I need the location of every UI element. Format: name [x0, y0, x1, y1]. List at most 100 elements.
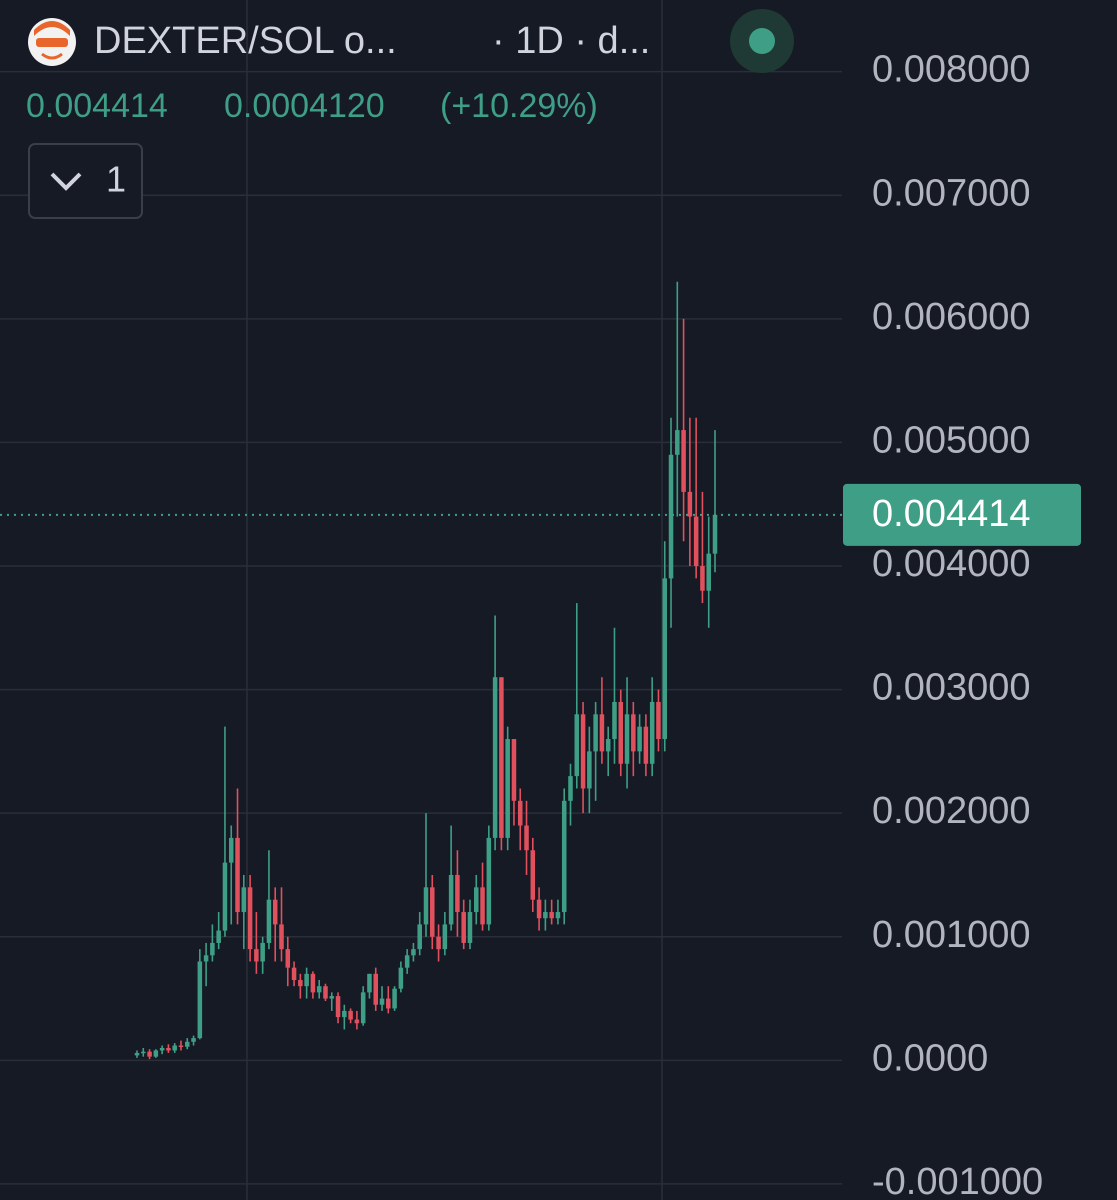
candle-body [172, 1045, 177, 1051]
candle-body [712, 514, 718, 554]
candle-body [298, 980, 303, 987]
candle-body [279, 924, 284, 950]
indicator-count: 1 [106, 159, 126, 200]
candle-body [342, 1010, 347, 1018]
y-tick-label: 0.007000 [872, 172, 1031, 214]
candle-body [467, 912, 473, 943]
candle-body [461, 912, 466, 943]
candle-body [448, 874, 454, 925]
last-price-tag-label: 0.004414 [872, 493, 1031, 535]
candle-body [272, 899, 278, 925]
candle-body [681, 430, 686, 492]
candle-body [228, 837, 234, 863]
y-tick-label: 0.0000 [872, 1037, 988, 1079]
candle-body [411, 949, 416, 956]
candle-body [612, 701, 617, 740]
candle-body [392, 988, 397, 1009]
candle-body [367, 973, 372, 993]
chevron-icon [50, 172, 82, 191]
candle-body [153, 1050, 159, 1057]
candle-body [235, 837, 240, 913]
candle-body [159, 1047, 165, 1051]
y-tick-label: -0.001000 [872, 1161, 1043, 1200]
candle-body [561, 800, 567, 913]
y-tick-label: 0.004000 [872, 543, 1031, 585]
candle-body [216, 930, 221, 943]
candle-body [618, 701, 624, 764]
candle-body [587, 751, 592, 789]
candle-body [304, 973, 309, 987]
candle-body [266, 899, 272, 943]
candle-body [517, 800, 523, 826]
candle-body [605, 739, 611, 752]
candle-body [191, 1038, 196, 1042]
candle-body [524, 825, 529, 851]
logo-mouth [41, 52, 63, 60]
candle-body [693, 516, 699, 567]
candle-body [436, 936, 441, 950]
candle-body [373, 973, 379, 1005]
interval-title[interactable]: · 1D · d... [492, 20, 650, 62]
candle-body [260, 942, 265, 962]
candle-body [147, 1051, 152, 1057]
candle-body [178, 1045, 184, 1048]
candle-body [241, 887, 247, 913]
candle-body [700, 566, 705, 591]
candle-body [643, 726, 649, 764]
candle-body [404, 955, 410, 968]
symbol-title[interactable]: DEXTER/SOL o... [94, 20, 397, 62]
candle-body [455, 874, 460, 913]
candle-body [291, 967, 297, 981]
candle-body [247, 887, 253, 950]
candle-body [549, 912, 554, 919]
candle-body [543, 912, 548, 919]
candle-body [492, 677, 498, 838]
candle-body [580, 714, 586, 789]
price-change: 0.0004120 [224, 87, 385, 125]
candle-body [675, 430, 680, 455]
y-tick-label: 0.001000 [872, 914, 1031, 956]
candle-body [316, 986, 322, 993]
candle-body [442, 924, 448, 950]
last-price: 0.004414 [26, 87, 168, 125]
candle-body [360, 992, 366, 1024]
candle-body [555, 912, 561, 919]
candle-body [624, 714, 630, 764]
candle-body [480, 887, 485, 925]
candle-body [599, 714, 605, 752]
candle-body [687, 491, 693, 517]
candle-body [184, 1041, 190, 1047]
candle-body [398, 967, 404, 989]
candle-body [254, 949, 259, 962]
candle-body [568, 776, 573, 801]
indicator-toggle[interactable] [28, 143, 143, 219]
candle-body [386, 998, 391, 1009]
candle-body [649, 701, 655, 764]
candle-body [473, 887, 479, 913]
price-change-percent: (+10.29%) [440, 87, 598, 125]
y-tick-label: 0.002000 [872, 790, 1031, 832]
candle-body [323, 986, 328, 999]
candle-body [329, 996, 335, 999]
candle-body [574, 714, 580, 777]
y-tick-label: 0.006000 [872, 296, 1031, 338]
candle-body [631, 714, 636, 752]
candle-body [203, 955, 209, 962]
last-price-tag [843, 483, 1081, 546]
candle-body [499, 677, 504, 838]
candle-body [197, 961, 203, 1039]
candle-body [505, 739, 510, 838]
candle-body [417, 924, 422, 950]
status-dot[interactable] [749, 28, 775, 54]
candle-body [348, 1010, 353, 1020]
candle-body [222, 862, 228, 931]
candle-body [166, 1047, 171, 1051]
y-axis: 0.008000 0.007000 0.006000 0.005000 0.004000… [0, 49, 1081, 1200]
candle-body [662, 578, 668, 740]
logo-hair [34, 21, 70, 36]
candle-body [656, 701, 661, 740]
candle-body [511, 739, 517, 801]
